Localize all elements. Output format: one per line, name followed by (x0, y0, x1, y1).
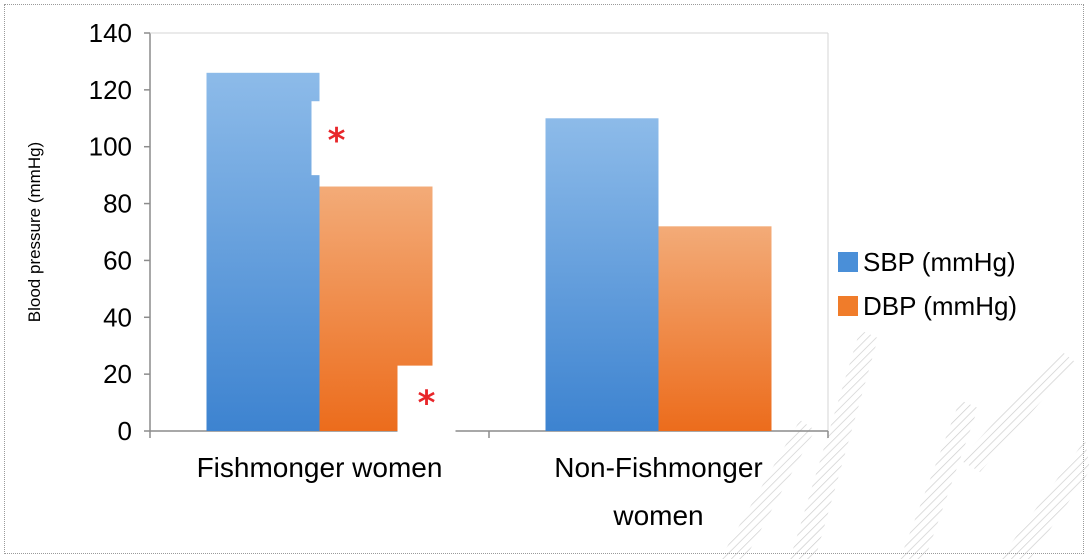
legend: SBP (mmHg) DBP (mmHg) (838, 247, 1017, 321)
significance-asterisk: * (328, 121, 346, 161)
legend-swatch (838, 296, 858, 316)
y-tick-label: 120 (89, 75, 132, 105)
x-axis: Fishmonger women Non-Fishmonger women (149, 430, 829, 531)
legend-label: SBP (mmHg) (863, 247, 1016, 277)
x-category-label: Non-Fishmonger women (554, 452, 763, 531)
bar-sbp-2 (545, 118, 659, 432)
annotation-box (397, 365, 456, 435)
y-tick-label: 60 (103, 245, 132, 275)
legend-swatch (838, 252, 858, 272)
y-axis: 0 20 40 60 80 100 120 140 (89, 18, 829, 446)
plot-area: 0 20 40 60 80 100 120 140 Fishmonger women Non-F… (89, 18, 829, 531)
bar-sbp-1 (206, 72, 320, 432)
y-tick-label: 140 (89, 18, 132, 48)
annotation-box (311, 101, 362, 176)
y-tick-label: 80 (103, 189, 132, 219)
y-tick-label: 100 (89, 132, 132, 162)
y-tick-label: 0 (118, 416, 132, 446)
y-tick-label: 40 (103, 302, 132, 332)
significance-asterisk: * (418, 383, 436, 423)
bars (206, 72, 772, 432)
bar-dbp-2 (658, 226, 772, 431)
y-tick-label: 20 (103, 359, 132, 389)
x-category-label: Fishmonger women (197, 452, 443, 483)
legend-label: DBP (mmHg) (863, 291, 1017, 321)
y-axis-title: Blood pressure (mmHg) (25, 142, 44, 322)
annotations: ** (311, 101, 456, 435)
watermark (720, 330, 1090, 559)
chart-frame (4, 4, 1084, 554)
